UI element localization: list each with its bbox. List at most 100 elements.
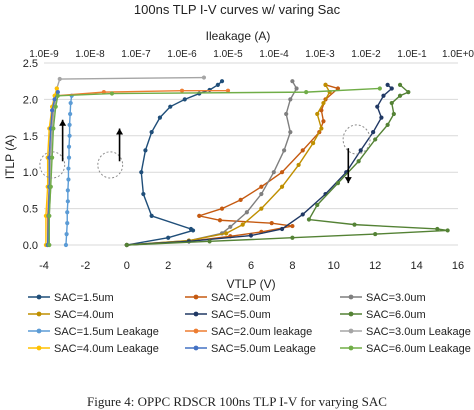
- y-tick-label: 2.0: [23, 94, 38, 106]
- data-point: [66, 144, 72, 149]
- legend-marker: [193, 311, 199, 317]
- data-point: [68, 111, 73, 117]
- data-point: [65, 210, 70, 215]
- top-tick-label: 1.0E-5: [213, 49, 243, 60]
- data-point: [269, 221, 274, 226]
- legend-item: SAC=4.0um: [28, 309, 114, 321]
- legend-marker: [36, 328, 42, 334]
- data-point: [166, 235, 171, 240]
- legend-marker: [193, 328, 199, 334]
- data-point: [67, 133, 72, 138]
- legend-label: SAC=6.0um: [366, 309, 426, 321]
- data-point: [389, 100, 394, 106]
- legend-item: SAC=6.0um: [340, 309, 426, 321]
- x-tick-labels: -4 -2 0 2 4 6 8 10 12 14 16: [39, 260, 464, 272]
- data-point: [124, 242, 129, 248]
- data-point: [50, 155, 55, 160]
- data-point: [50, 108, 55, 113]
- data-point: [279, 170, 285, 175]
- figure-caption: Figure 4: OPPC RDSCR 100ns TLP I-V for v…: [87, 394, 387, 409]
- x-tick-label: 4: [207, 260, 213, 272]
- data-point: [335, 86, 341, 91]
- data-point: [54, 86, 59, 91]
- data-point: [290, 79, 295, 84]
- data-point: [259, 206, 264, 211]
- data-point: [358, 148, 363, 153]
- data-point: [306, 217, 312, 222]
- dashed-ellipse: [342, 124, 371, 155]
- series-line: [48, 87, 380, 245]
- legend-item: SAC=3.0um Leakage: [340, 326, 471, 338]
- data-point: [207, 239, 212, 244]
- data-point: [406, 90, 411, 95]
- data-point: [238, 197, 243, 202]
- data-point: [352, 222, 357, 227]
- data-point: [294, 86, 299, 91]
- legend-label: SAC=2.0um: [211, 292, 271, 304]
- legend-marker: [193, 345, 199, 351]
- legend-label: SAC=3.0um Leakage: [366, 326, 471, 338]
- legend-item: SAC=4.0um Leakage: [28, 343, 159, 355]
- data-point: [141, 191, 146, 197]
- data-point: [64, 231, 69, 237]
- y-tick-label: 0.0: [23, 240, 38, 252]
- data-point: [168, 104, 173, 109]
- top-tick-label: 1.0E-2: [351, 49, 381, 60]
- data-point: [300, 148, 305, 153]
- data-point: [311, 140, 316, 146]
- data-point: [279, 184, 285, 189]
- data-point: [52, 97, 57, 102]
- data-point: [290, 235, 295, 240]
- data-point: [55, 90, 60, 95]
- data-point: [391, 111, 396, 117]
- y-tick-label: 1.0: [23, 167, 38, 179]
- data-point: [65, 199, 70, 204]
- legend-label: SAC=6.0um Leakage: [366, 343, 471, 355]
- data-point: [66, 155, 72, 160]
- y-tick-labels: 0.0 0.5 1.0 1.5 2.0 2.5: [23, 58, 38, 252]
- data-point: [271, 170, 276, 175]
- data-point: [63, 242, 69, 248]
- data-point: [217, 218, 223, 223]
- x-tick-label: 12: [369, 260, 381, 272]
- data-point: [215, 82, 220, 87]
- data-point: [65, 221, 70, 226]
- data-point: [48, 184, 53, 189]
- data-point: [188, 226, 194, 232]
- data-point: [244, 210, 249, 215]
- legend-label: SAC=4.0um: [54, 309, 114, 321]
- legend-item: SAC=1.5um: [28, 292, 114, 304]
- legend-item: SAC=2.0um: [185, 292, 271, 304]
- top-tick-label: 1.0E-8: [75, 49, 105, 60]
- data-point: [282, 148, 287, 153]
- data-point: [224, 231, 229, 236]
- top-tick-label: 1.0E-6: [167, 49, 197, 60]
- data-point: [356, 159, 361, 164]
- data-point: [248, 233, 254, 238]
- y-tick-label: 0.5: [23, 204, 38, 216]
- data-point: [57, 76, 62, 82]
- data-point: [53, 104, 58, 109]
- gridlines: [44, 62, 458, 246]
- legend-item: SAC=5.0um: [185, 309, 271, 321]
- data-point: [389, 86, 394, 91]
- legend-label: SAC=1.5um: [54, 292, 114, 304]
- x-tick-label: -4: [39, 260, 49, 272]
- legend-marker: [193, 294, 199, 300]
- data-point: [201, 75, 207, 80]
- x-tick-label: 14: [410, 260, 422, 272]
- top-tick-labels: 1.0E-9 1.0E-8 1.0E-7 1.0E-6 1.0E-5 1.0E-4 1.0E…: [29, 49, 474, 60]
- legend-label: SAC=5.0um Leakage: [211, 343, 316, 355]
- data-point: [319, 126, 324, 131]
- y-tick-label: 1.5: [23, 131, 38, 143]
- top-tick-label: 1.0E-7: [121, 49, 151, 60]
- data-point: [279, 226, 285, 232]
- legend-label: SAC=4.0um Leakage: [54, 343, 159, 355]
- data-point: [149, 130, 154, 135]
- data-point: [259, 184, 264, 189]
- data-point: [385, 122, 390, 127]
- y-tick-label: 2.5: [23, 58, 38, 70]
- series-sac-1-5um: [124, 79, 225, 248]
- data-point: [219, 206, 225, 211]
